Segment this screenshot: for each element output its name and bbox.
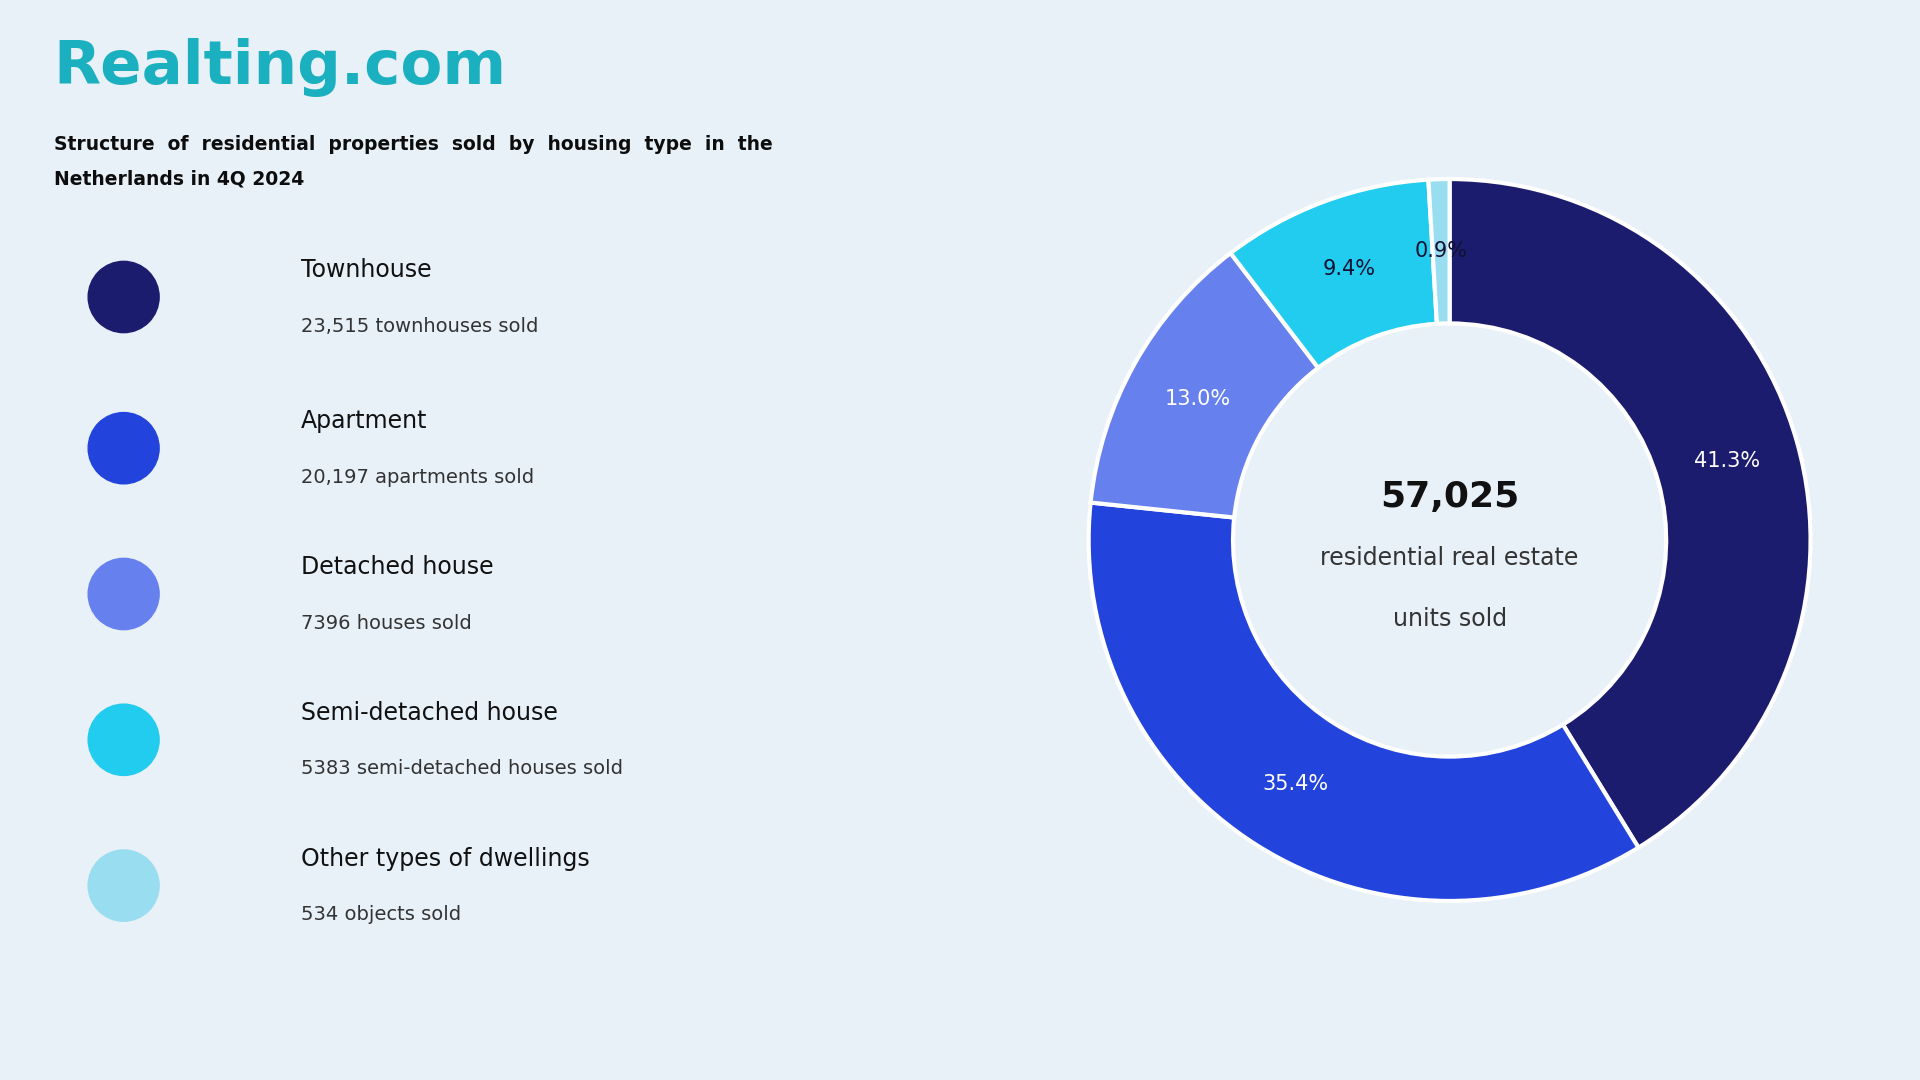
Circle shape xyxy=(88,261,159,333)
Wedge shape xyxy=(1428,179,1450,324)
Text: 0.9%: 0.9% xyxy=(1415,241,1467,261)
Text: 57,025: 57,025 xyxy=(1380,480,1519,514)
Text: Apartment: Apartment xyxy=(301,409,428,433)
Text: residential real estate: residential real estate xyxy=(1321,546,1578,570)
Text: 5383 semi-detached houses sold: 5383 semi-detached houses sold xyxy=(301,759,624,779)
Text: 13.0%: 13.0% xyxy=(1165,389,1231,408)
Text: 35.4%: 35.4% xyxy=(1263,774,1329,795)
Circle shape xyxy=(88,413,159,484)
Text: Netherlands in 4Q 2024: Netherlands in 4Q 2024 xyxy=(54,170,303,189)
Text: Townhouse: Townhouse xyxy=(301,258,432,282)
Text: 7396 houses sold: 7396 houses sold xyxy=(301,613,472,633)
Text: 9.4%: 9.4% xyxy=(1323,259,1375,280)
Circle shape xyxy=(88,850,159,921)
Text: Realting.com: Realting.com xyxy=(54,38,507,97)
Text: Detached house: Detached house xyxy=(301,555,493,579)
Wedge shape xyxy=(1091,253,1319,517)
Text: Semi-detached house: Semi-detached house xyxy=(301,701,559,725)
Text: units sold: units sold xyxy=(1392,607,1507,632)
Wedge shape xyxy=(1089,502,1638,901)
Text: Other types of dwellings: Other types of dwellings xyxy=(301,847,589,870)
Circle shape xyxy=(88,558,159,630)
Wedge shape xyxy=(1450,179,1811,848)
Circle shape xyxy=(88,704,159,775)
Text: 23,515 townhouses sold: 23,515 townhouses sold xyxy=(301,316,538,336)
Text: 20,197 apartments sold: 20,197 apartments sold xyxy=(301,468,534,487)
Wedge shape xyxy=(1231,179,1436,368)
Text: 534 objects sold: 534 objects sold xyxy=(301,905,461,924)
Text: 41.3%: 41.3% xyxy=(1695,451,1761,472)
Text: Structure  of  residential  properties  sold  by  housing  type  in  the: Structure of residential properties sold… xyxy=(54,135,772,154)
